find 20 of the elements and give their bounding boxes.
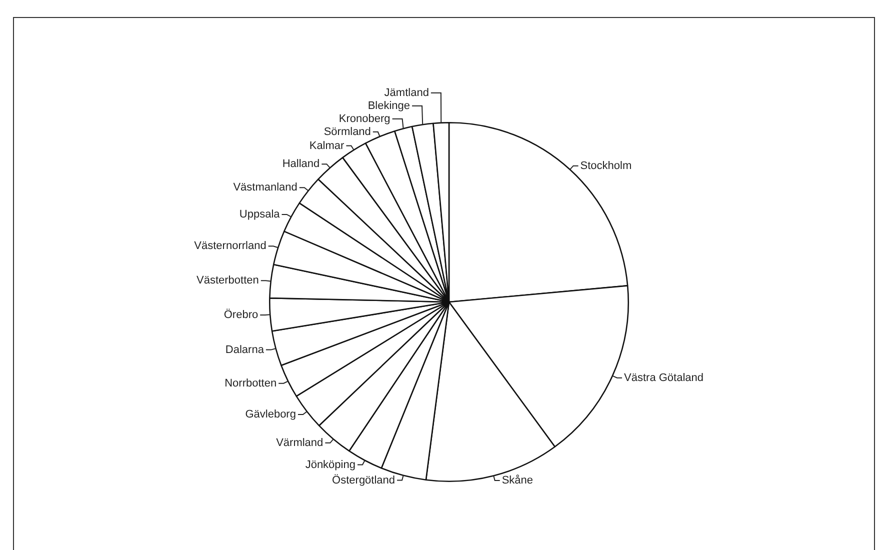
slice-label: Kronoberg xyxy=(338,112,390,125)
slice-label: Västernorrland xyxy=(194,240,266,252)
slice-label: Örebro xyxy=(224,308,258,322)
slice-label: Skåne xyxy=(502,474,534,487)
slice-label: Västra Götaland xyxy=(624,372,704,384)
slice-label: Uppsala xyxy=(239,208,281,220)
slice-label: Gävleborg xyxy=(245,408,296,421)
slice-label: Kalmar xyxy=(309,140,345,152)
slice-label: Dalarna xyxy=(225,344,265,356)
slice-label: Värmland xyxy=(276,436,324,449)
slice-label: Norrbotten xyxy=(224,377,277,390)
slice-label: Jönköping xyxy=(305,458,356,471)
slice-label: Östergötland xyxy=(332,473,396,486)
slice-label: Blekinge xyxy=(368,100,410,112)
slice-label: Sörmland xyxy=(324,126,371,138)
slice-label: Halland xyxy=(282,158,320,170)
slice-label: Västerbotten xyxy=(196,274,259,287)
slice-label: Västmanland xyxy=(233,182,298,194)
slice-label: Jämtland xyxy=(384,86,429,99)
slice-label: Stockholm xyxy=(580,160,632,172)
